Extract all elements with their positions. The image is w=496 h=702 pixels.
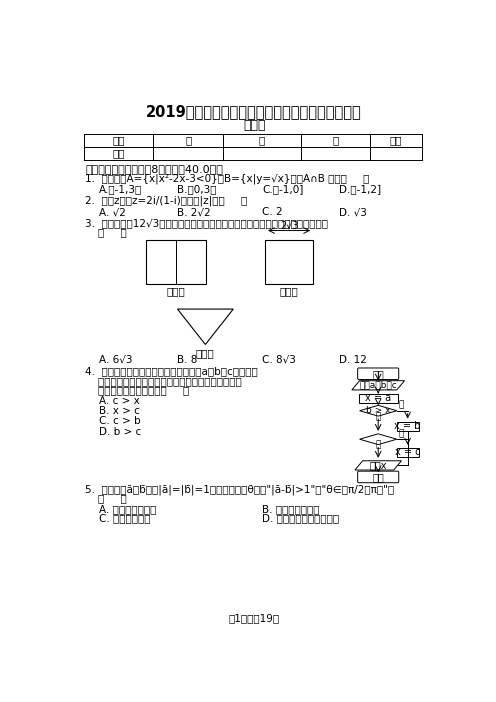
Text: A. c > x: A. c > x	[99, 397, 140, 406]
Text: 一、选择题（本大题共8小题，共40.0分）: 一、选择题（本大题共8小题，共40.0分）	[85, 164, 223, 174]
Text: 是: 是	[398, 429, 404, 438]
Bar	[146, 240, 206, 284]
Text: 二: 二	[259, 135, 265, 145]
Polygon shape	[360, 434, 397, 444]
Text: b > x: b > x	[366, 406, 390, 415]
Text: D. 既不充分也不必要条件: D. 既不充分也不必要条件	[262, 514, 339, 524]
Text: 一: 一	[185, 135, 191, 145]
Text: 总分: 总分	[390, 135, 402, 145]
Polygon shape	[355, 461, 401, 470]
Text: 否: 否	[376, 412, 381, 421]
Text: 三: 三	[332, 135, 339, 145]
Text: B. 2√2: B. 2√2	[177, 207, 210, 217]
Text: C.（-1,0]: C.（-1,0]	[262, 184, 304, 194]
Text: C. 8√3: C. 8√3	[262, 355, 296, 365]
FancyBboxPatch shape	[358, 368, 399, 380]
Text: D.（-1,2]: D.（-1,2]	[339, 184, 381, 194]
Text: 是: 是	[398, 401, 404, 410]
Text: A. 6√3: A. 6√3	[99, 355, 133, 365]
Bar	[359, 394, 398, 403]
Text: 第1页，共19页: 第1页，共19页	[229, 613, 280, 623]
Text: 得分: 得分	[112, 148, 125, 158]
Text: （     ）: （ ）	[85, 494, 127, 503]
Text: 2√3: 2√3	[280, 220, 299, 230]
Text: 题号: 题号	[112, 135, 125, 145]
Text: B.（0,3）: B.（0,3）	[177, 184, 216, 194]
Text: x = c: x = c	[395, 447, 421, 457]
Text: 俯视图: 俯视图	[196, 348, 215, 358]
Text: 这三个数中最大的数，那么在空白的判断框中，应该: 这三个数中最大的数，那么在空白的判断框中，应该	[85, 376, 242, 385]
Text: B. 必要不充分条件: B. 必要不充分条件	[262, 504, 319, 515]
Text: 1.  已知集合A={x|x²-2x-3<0}，B={x|y=√x}，则A∩B 等于（     ）: 1. 已知集合A={x|x²-2x-3<0}，B={x|y=√x}，则A∩B 等…	[85, 173, 370, 184]
FancyBboxPatch shape	[358, 471, 399, 483]
Text: A. 充分不必要条件: A. 充分不必要条件	[99, 504, 157, 515]
Text: 正视图: 正视图	[167, 286, 186, 296]
Text: 副标题: 副标题	[243, 119, 265, 132]
Text: B. 8: B. 8	[177, 355, 197, 365]
Text: C. 充分必要条件: C. 充分必要条件	[99, 514, 151, 524]
Polygon shape	[360, 405, 397, 416]
Text: C. 2: C. 2	[262, 207, 283, 217]
Text: D. √3: D. √3	[339, 207, 368, 217]
Text: x = b: x = b	[394, 421, 421, 431]
Text: （     ）: （ ）	[85, 227, 127, 237]
Bar	[265, 240, 313, 284]
Text: 4.  如图的程序框图，如果输入三个实数a，b，c要求输出: 4. 如图的程序框图，如果输入三个实数a，b，c要求输出	[85, 366, 258, 376]
Text: C. c > b: C. c > b	[99, 416, 141, 427]
Text: x = a: x = a	[365, 393, 391, 404]
Text: B. x > c: B. x > c	[99, 406, 140, 416]
Bar	[397, 448, 419, 457]
Text: A.（-1,3）: A.（-1,3）	[99, 184, 142, 194]
Text: 输出x: 输出x	[370, 461, 387, 470]
Text: A. √2: A. √2	[99, 207, 126, 217]
Text: 2.  复数z满足z=2i/(1-i)，那么|z|是（     ）: 2. 复数z满足z=2i/(1-i)，那么|z|是（ ）	[85, 195, 248, 206]
Text: 结束: 结束	[372, 472, 384, 482]
Text: 5.  已知向量ā，b̄满足|ā|=|b̄|=1，且其夹角为θ，则"|ā-b̄|>1"是"θ∈（π/2，π）"的: 5. 已知向量ā，b̄满足|ā|=|b̄|=1，且其夹角为θ，则"|ā-b̄|>…	[85, 484, 394, 494]
Text: D. 12: D. 12	[339, 355, 368, 365]
Text: 输入a，b，c: 输入a，b，c	[359, 380, 397, 390]
Text: 开始: 开始	[372, 369, 384, 379]
Bar	[397, 421, 419, 431]
Text: 填入下面四个选项中的（     ）: 填入下面四个选项中的（ ）	[85, 385, 189, 395]
Text: 否: 否	[376, 441, 381, 450]
Text: 2019年北京市门头沟区高考数学一模试卷（理科）: 2019年北京市门头沟区高考数学一模试卷（理科）	[146, 105, 362, 119]
Text: D. b > c: D. b > c	[99, 427, 141, 437]
Polygon shape	[352, 380, 405, 390]
Text: 3.  一个体积为12√3正三棱柱的三视图如图所示，则这个三棱柱的左视图的面积为: 3. 一个体积为12√3正三棱柱的三视图如图所示，则这个三棱柱的左视图的面积为	[85, 218, 328, 228]
Text: 左视图: 左视图	[280, 286, 299, 296]
